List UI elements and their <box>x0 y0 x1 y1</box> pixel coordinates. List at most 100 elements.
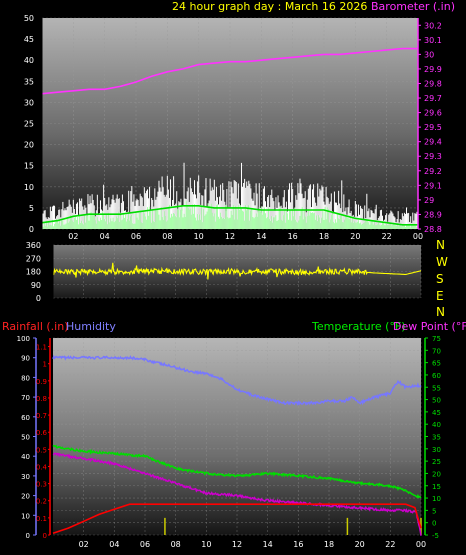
rainfall-tick-label: 0.5 <box>36 446 47 454</box>
temperature-tick-label: 20 <box>432 470 441 478</box>
barometer-tick-label: 29.3 <box>424 152 442 161</box>
wind-tick-label: 20 <box>24 141 34 150</box>
barometer-axis-title: Barometer (.in) <box>371 0 455 13</box>
humidity-tick-label: 60 <box>21 414 30 422</box>
temperature-line <box>52 444 422 499</box>
wind-tick-label: 10 <box>24 183 34 192</box>
wind-tick-label: 40 <box>24 56 34 65</box>
humidity-tick-label: 90 <box>21 355 30 363</box>
windspeed-axis-title: Windspeed (mph) <box>4 0 102 13</box>
wind-x-tick-label: 06 <box>131 232 141 241</box>
rainfall-line <box>52 503 422 535</box>
temperature-tick-label: 60 <box>432 372 441 380</box>
direction-tick-label: 0 <box>36 294 41 303</box>
barometer-tick-label: 29.4 <box>424 138 442 147</box>
barometer-tick-label: 29.1 <box>424 181 442 190</box>
wind-x-tick-label: 04 <box>100 232 110 241</box>
temperature-tick-label: 75 <box>432 335 441 343</box>
humidity-tick-label: 10 <box>21 512 30 520</box>
humidity-tick-label: 80 <box>21 374 30 382</box>
temperature-tick-label: 40 <box>432 421 441 429</box>
rain-x-tick-label: 08 <box>171 540 181 549</box>
compass-label-north-bottom: N <box>436 305 445 319</box>
wind-tick-label: 50 <box>24 14 34 23</box>
humidity-axis-title: Humidity <box>66 320 116 333</box>
temperature-tick-label: 35 <box>432 434 441 442</box>
barometer-tick-label: 30 <box>424 50 434 59</box>
direction-tick-label: 180 <box>26 268 41 277</box>
rain-x-tick-label: 20 <box>355 540 365 549</box>
temperature-tick-label: 50 <box>432 397 441 405</box>
wind-tick-label: 30 <box>24 98 34 107</box>
temperature-tick-label: 5 <box>432 507 436 515</box>
temperature-axis-title: Temperature (°F) <box>312 320 406 333</box>
humidity-tick-label: 20 <box>21 493 30 501</box>
humidity-tick-label: 40 <box>21 453 30 461</box>
rain-x-tick-label: 10 <box>201 540 211 549</box>
humidity-line <box>52 354 422 406</box>
wind-direction-line <box>52 262 422 280</box>
rain-x-tick-label: 02 <box>79 540 89 549</box>
barometer-tick-label: 28.8 <box>424 225 442 234</box>
wind-tick-label: 0 <box>29 225 34 234</box>
barometer-tick-label: 30.1 <box>424 36 442 45</box>
temperature-tick-label: 65 <box>432 360 441 368</box>
wind-x-tick-label: 20 <box>350 232 360 241</box>
wind-avg-line <box>41 205 418 226</box>
wind-x-tick-label: 16 <box>288 232 298 241</box>
humidity-tick-label: 100 <box>17 335 30 343</box>
rainfall-tick-label: 0.4 <box>36 463 48 471</box>
dewpoint-axis-title: Dew Point (°F) <box>393 320 466 333</box>
rain-x-tick-label: 00 <box>416 540 426 549</box>
wind-x-tick-label: 00 <box>413 232 423 241</box>
wind-x-tick-label: 22 <box>382 232 392 241</box>
direction-tick-label: 90 <box>31 281 41 290</box>
rainfall-tick-label: 1.1 <box>36 344 47 352</box>
temperature-tick-label: 45 <box>432 409 441 417</box>
wind-tick-label: 35 <box>24 77 34 86</box>
barometer-tick-label: 29.7 <box>424 94 442 103</box>
chart-title: 24 hour graph day : March 16 2026 <box>172 0 368 13</box>
humidity-tick-label: 0 <box>26 532 30 540</box>
rainfall-tick-label: 0.1 <box>36 515 47 523</box>
temperature-tick-label: -5 <box>432 532 439 540</box>
direction-tick-label: 360 <box>26 241 41 250</box>
compass-label-south: S <box>436 272 444 286</box>
rain-x-tick-label: 14 <box>263 540 273 549</box>
wind-x-tick-label: 12 <box>225 232 235 241</box>
direction-tick-label: 270 <box>26 254 41 263</box>
temperature-tick-label: 0 <box>432 520 436 528</box>
rain-x-tick-label: 12 <box>232 540 242 549</box>
temperature-tick-label: 10 <box>432 495 441 503</box>
rainfall-tick-label: 0 <box>43 532 47 540</box>
humidity-tick-label: 50 <box>21 434 30 442</box>
rain-x-tick-label: 16 <box>293 540 303 549</box>
wind-x-tick-label: 02 <box>68 232 78 241</box>
barometer-tick-label: 29 <box>424 196 434 205</box>
rain-x-tick-label: 22 <box>385 540 395 549</box>
rainfall-tick-label: 0.2 <box>36 498 47 506</box>
temperature-tick-label: 15 <box>432 483 441 491</box>
temperature-tick-label: 25 <box>432 458 441 466</box>
wind-tick-label: 5 <box>29 204 34 213</box>
rainfall-axis-title: Rainfall (.in) <box>2 320 69 333</box>
barometer-tick-label: 29.2 <box>424 167 442 176</box>
barometer-tick-label: 29.8 <box>424 79 442 88</box>
humidity-tick-label: 30 <box>21 473 30 481</box>
rain-x-tick-label: 06 <box>140 540 150 549</box>
rain-x-tick-label: 04 <box>109 540 119 549</box>
wind-tick-label: 25 <box>24 120 34 129</box>
barometer-tick-label: 29.6 <box>424 109 442 118</box>
barometer-tick-label: 30.2 <box>424 21 442 30</box>
compass-label-west: W <box>436 255 448 269</box>
humidity-tick-label: 70 <box>21 394 30 402</box>
barometer-tick-label: 28.9 <box>424 210 442 219</box>
temperature-tick-label: 30 <box>432 446 441 454</box>
compass-label-north-top: N <box>436 238 445 252</box>
rainfall-tick-label: 0.6 <box>36 429 48 437</box>
wind-tick-label: 15 <box>24 162 34 171</box>
rainfall-tick-label: 0.7 <box>36 412 47 420</box>
rain-x-tick-label: 18 <box>324 540 334 549</box>
